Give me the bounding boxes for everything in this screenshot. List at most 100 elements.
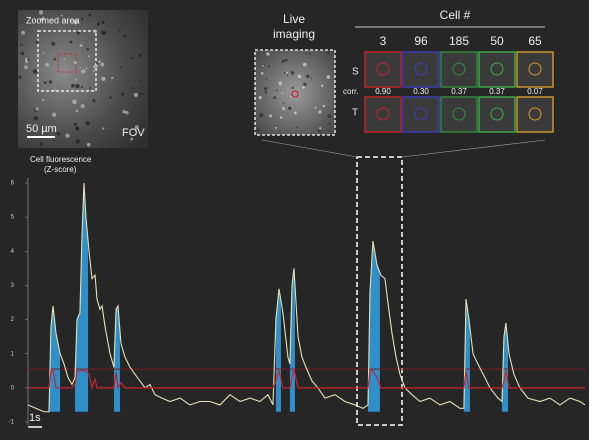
corr-value: 0.37 [489,87,505,96]
connector [262,140,357,157]
fov-label: FOV [122,127,145,139]
cell-speck [75,79,77,81]
cell-speck [81,69,85,73]
cell-speck [134,93,138,97]
cell-speck [287,75,288,76]
row-label: S [352,67,359,78]
cell-speck [266,78,268,80]
cell-speck [296,127,298,129]
cell-speck [49,80,52,83]
cell-speck [329,123,331,125]
cell-speck [86,67,88,69]
cell-speck [319,127,321,129]
cell-speck [257,129,260,132]
cell-speck [259,113,263,117]
cell-speck [96,63,98,65]
row-label: corr. [343,87,359,96]
row-label: T [352,108,358,119]
cell-speck [42,99,44,101]
y-tick-label: -1 [9,420,15,426]
cell-speck [93,29,97,33]
time-scale-label: 1s [29,412,41,424]
cell-speck [51,42,55,46]
cell-speck [80,44,83,47]
cell-speck [98,60,101,63]
cell-speck [262,65,264,67]
cell-speck [291,71,294,74]
cell-speck [33,69,38,74]
cell-speck [131,57,133,59]
y-tick-label: 0 [11,385,15,391]
corr-value: 0.90 [375,87,391,96]
cell-speck [288,107,291,110]
y-tick-label: 6 [11,181,15,187]
cell-speck [45,63,49,67]
cell-speck [66,134,70,138]
cell-speck [44,81,47,84]
cell-speck [81,104,85,108]
cell-speck [302,86,305,89]
cell-speck [321,85,323,87]
cell-speck [76,139,80,143]
cell-speck [282,107,285,110]
cell-speck [102,127,104,129]
cell-speck [264,87,267,90]
corr-value: 0.30 [413,87,429,96]
cell-speck [92,99,95,102]
cell-speck [53,58,56,61]
cell-speck [25,58,28,61]
cell-tile [365,52,401,87]
cell-speck [24,65,28,69]
cell-speck [34,116,38,120]
cell-speck [140,80,142,82]
cell-speck [315,107,317,109]
y-tick-label: 5 [11,215,15,221]
cell-speck [76,110,79,113]
cell-speck [70,40,73,43]
cell-speck [268,65,270,67]
cell-speck [327,52,329,54]
zoom-label: Zoomed area [26,15,80,25]
cell-speck [283,102,285,104]
cell-speck [259,96,262,99]
cell-tile [479,97,515,132]
cell-tile [365,97,401,132]
cell-speck [318,129,321,132]
cell-speck [40,143,43,146]
cell-speck [89,87,91,89]
y-label: (Z-score) [44,165,77,174]
cell-speck [281,93,283,95]
cell-speck [39,10,43,14]
cell-speck [81,86,83,88]
cell-speck [86,48,89,51]
cell-speck [75,84,79,88]
cell-speck [284,72,286,74]
cell-speck [57,132,61,136]
cell-speck [286,72,288,74]
cell-speck [285,59,288,62]
cell-speck [52,113,56,117]
cell-speck [292,87,294,89]
cell-speck [309,53,311,55]
cell-speck [265,91,267,93]
cell-speck [279,131,280,132]
cell-speck [97,24,99,26]
cell-speck [121,93,124,96]
live-label: imaging [273,27,315,41]
cell-speck [311,78,312,79]
cell-number: 185 [449,34,469,48]
figure: Zoomed area 50 µm FOV Live imaging Cell … [0,0,589,440]
cell-tile [441,97,477,132]
cell-speck [79,67,81,69]
cell-speck [294,111,297,114]
cells-title: Cell # [440,8,471,22]
cell-speck [81,18,83,20]
cell-speck [303,83,307,87]
cell-speck [276,90,278,92]
cell-number: 3 [380,34,387,48]
corr-value: 0.07 [527,87,543,96]
cell-speck [86,121,90,125]
cell-speck [88,55,90,57]
cell-speck [101,77,106,82]
cell-speck [306,53,307,54]
